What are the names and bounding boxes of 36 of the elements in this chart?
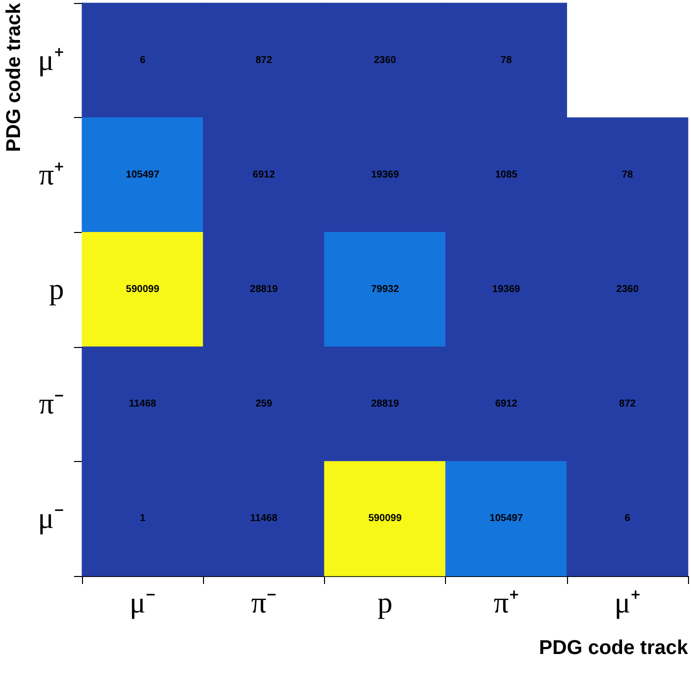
data-label: 105497 xyxy=(490,513,524,524)
data-label: 6912 xyxy=(252,169,276,180)
x-tick-label: μ⁻ xyxy=(130,586,156,620)
data-label: 6912 xyxy=(495,398,518,410)
y-tick-label: μ⁻ xyxy=(38,502,64,536)
data-label: 28819 xyxy=(250,284,278,295)
x-axis-title: PDG code track xyxy=(539,637,689,659)
data-label: 872 xyxy=(255,54,273,66)
data-label: 78 xyxy=(622,169,634,180)
data-label: 1 xyxy=(140,513,146,524)
y-axis-title: PDG code track xyxy=(3,2,25,152)
x-tick-label: π⁺ xyxy=(494,586,519,620)
data-label: 6 xyxy=(624,513,631,524)
data-label: 79932 xyxy=(371,284,400,295)
data-label: 2360 xyxy=(374,54,397,66)
data-label: 259 xyxy=(255,398,273,410)
data-label: 590099 xyxy=(126,284,160,295)
data-label: 872 xyxy=(619,398,636,410)
data-label: 78 xyxy=(500,54,512,66)
x-tick-label: π⁻ xyxy=(251,586,276,620)
data-label: 19369 xyxy=(371,169,400,180)
data-label: 11468 xyxy=(128,398,157,410)
y-tick-label: μ⁺ xyxy=(38,44,64,77)
y-tick-label: p xyxy=(49,273,64,306)
data-label: 6 xyxy=(140,54,146,66)
data-label: 19369 xyxy=(492,284,521,295)
y-tick-label: π⁻ xyxy=(38,388,64,421)
x-tick-label: μ⁺ xyxy=(614,586,640,620)
y-tick-label: π⁺ xyxy=(38,158,64,192)
data-label: 105497 xyxy=(126,169,160,180)
x-tick-label: p xyxy=(378,586,392,620)
data-label: 1085 xyxy=(495,169,518,180)
data-label: 2360 xyxy=(616,284,639,295)
data-label: 28819 xyxy=(371,398,400,410)
data-label: 11468 xyxy=(250,513,278,524)
data-label: 590099 xyxy=(368,513,402,524)
